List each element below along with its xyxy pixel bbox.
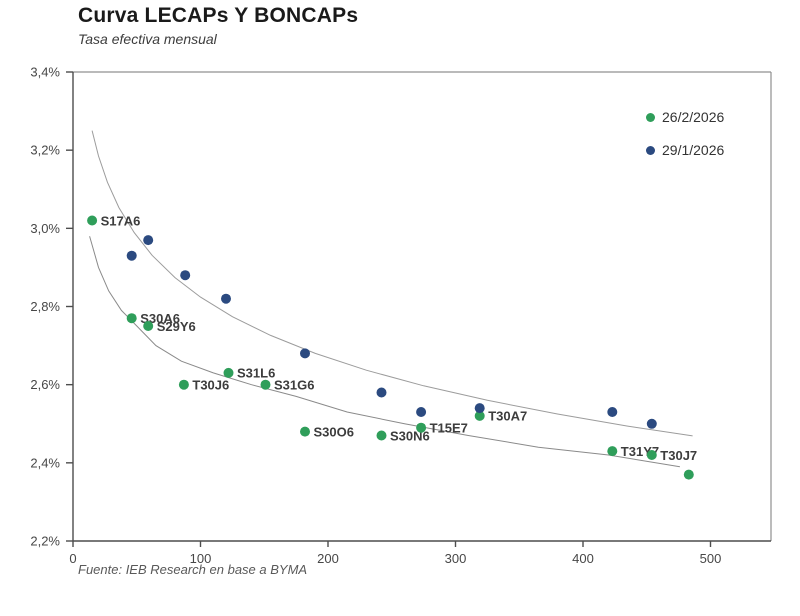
data-point [646,450,657,460]
y-axis-tick-label: 3,0% [30,221,60,236]
x-axis-tick-label: 100 [190,551,212,566]
legend-label: 29/1/2026 [662,142,725,158]
data-point [180,270,191,281]
data-point [221,293,231,304]
data-point [416,407,427,417]
x-axis-tick-label: 200 [317,551,339,566]
data-point [646,418,657,429]
data-point [683,469,694,480]
chart-subtitle: Tasa efectiva mensual [78,31,217,47]
data-point [143,235,154,246]
y-axis-tick-label: 3,2% [30,143,60,158]
data-point [300,348,310,359]
legend-marker-blue-icon [646,145,655,155]
legend-label: 26/2/2026 [662,109,725,125]
point-label: S30O6 [314,424,354,439]
data-point [474,403,485,414]
data-point [607,407,618,417]
point-label: S31G6 [274,378,314,393]
x-axis-tick-label: 300 [445,551,467,566]
legend: 26/2/2026 29/1/2026 [646,109,724,158]
y-axis-tick-label: 2,4% [30,455,60,470]
point-label: T30J6 [192,378,229,393]
data-point [260,379,271,390]
legend-item-29-1-2026: 29/1/2026 [646,142,724,158]
data-point [126,313,137,324]
x-axis-tick-label: 400 [572,551,594,566]
point-label: S31L6 [237,366,275,381]
data-point [607,446,618,457]
point-label: T15E7 [430,421,468,436]
data-point [376,430,387,441]
trendline [91,130,693,437]
data-point [87,215,98,226]
data-point [416,422,427,433]
x-axis-tick-label: 0 [69,551,76,566]
legend-item-26-2-2026: 26/2/2026 [646,109,724,125]
data-point [376,387,387,398]
data-point [223,367,234,378]
x-axis-tick-label: 500 [700,551,722,566]
y-axis-tick-label: 2,8% [30,299,60,314]
y-axis-tick-label: 2,6% [30,377,60,392]
point-label: T30J7 [660,448,697,463]
data-point [126,250,137,261]
data-point [143,321,154,331]
legend-marker-green-icon [646,112,655,122]
point-label: S17A6 [101,213,141,228]
point-label: T30A7 [488,409,527,424]
source-note: Fuente: IEB Research en base a BYMA [78,562,308,577]
chart-title: Curva LECAPs Y BONCAPs [78,4,359,27]
data-point [474,410,485,421]
data-point [300,426,310,437]
data-point [178,379,189,390]
y-axis-tick-label: 2,2% [30,534,60,549]
point-label: S29Y6 [157,319,196,334]
trendline [89,236,680,468]
y-axis-tick-label: 3,4% [30,65,60,80]
